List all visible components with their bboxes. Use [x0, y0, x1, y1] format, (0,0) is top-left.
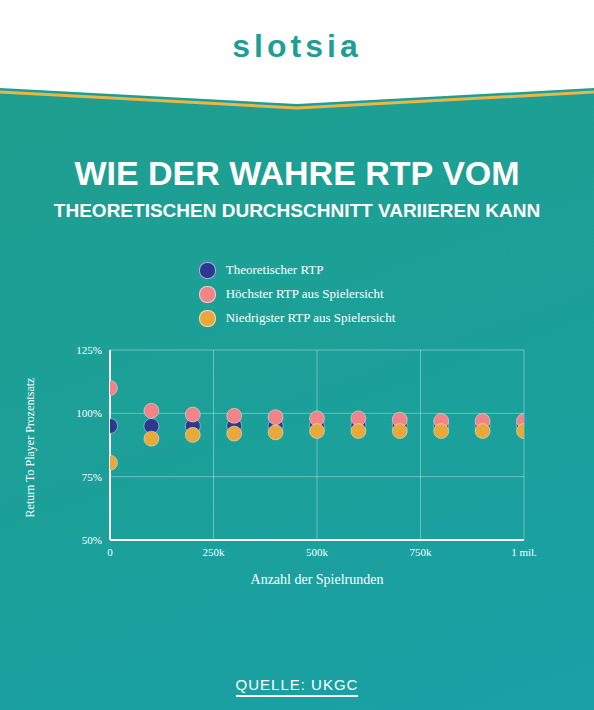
- html-text:QUELLE: UKGC: QUELLE: UKGC: [235, 676, 359, 693]
- svg-text:0: 0: [107, 546, 113, 558]
- svg-text:75%: 75%: [82, 471, 102, 483]
- html-text:WIE DER WAHRE RTP VOM: WIE DER WAHRE RTP VOM: [74, 154, 520, 192]
- html-text:Return To Player Prozentsatz: Return To Player Prozentsatz: [22, 377, 37, 518]
- html-text:Theoretischer RTP: Theoretischer RTP: [225, 262, 324, 277]
- html-text:Höchster RTP aus Spielersicht: Höchster RTP aus Spielersicht: [225, 286, 384, 301]
- svg-text:500k: 500k: [306, 546, 329, 558]
- svg-text:125%: 125%: [76, 344, 102, 356]
- html-text:Niedrigster RTP aus Spielersic: Niedrigster RTP aus Spielersicht: [225, 310, 396, 325]
- svg-text:1 mil.: 1 mil.: [511, 546, 537, 558]
- svg-text:250k: 250k: [203, 546, 226, 558]
- html-text:Anzahl der Spielrunden: Anzahl der Spielrunden: [250, 572, 384, 587]
- html-text:THEORETISCHEN DURCHSCHNITT VAR: THEORETISCHEN DURCHSCHNITT VARIIEREN KAN…: [53, 200, 541, 221]
- svg-text:50%: 50%: [82, 534, 102, 546]
- html-text:slotsia: slotsia: [232, 28, 362, 64]
- svg-text:100%: 100%: [76, 407, 102, 419]
- svg-text:750k: 750k: [410, 546, 433, 558]
